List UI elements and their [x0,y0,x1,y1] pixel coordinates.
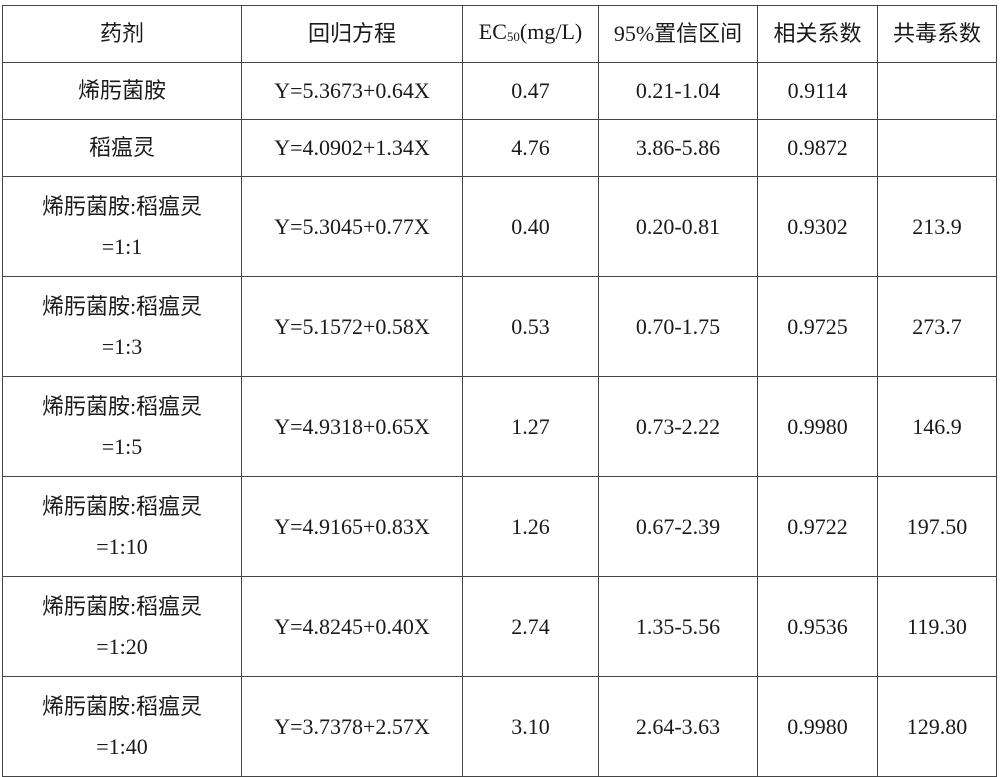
cell-ec50: 0.40 [463,177,599,277]
cell-equation: Y=4.9318+0.65X [242,377,463,477]
cell-r: 0.9536 [758,577,878,677]
agent-ratio: =1:3 [5,327,239,367]
cell-r: 0.9302 [758,177,878,277]
cell-ctc: 119.30 [878,577,997,677]
header-ctc: 共毒系数 [878,6,997,63]
cell-ec50: 2.74 [463,577,599,677]
cell-equation: Y=4.9165+0.83X [242,477,463,577]
cell-ctc [878,63,997,120]
cell-equation: Y=5.3045+0.77X [242,177,463,277]
table-row: 烯肟菌胺:稻瘟灵=1:20Y=4.8245+0.40X2.741.35-5.56… [3,577,997,677]
cell-equation: Y=5.3673+0.64X [242,63,463,120]
cell-agent: 烯肟菌胺 [3,63,242,120]
table-row: 稻瘟灵Y=4.0902+1.34X4.763.86-5.860.9872 [3,120,997,177]
header-equation: 回归方程 [242,6,463,63]
agent-name: 烯肟菌胺:稻瘟灵 [5,587,239,627]
agent-ratio: =1:5 [5,427,239,467]
cell-r: 0.9722 [758,477,878,577]
cell-agent: 烯肟菌胺:稻瘟灵=1:20 [3,577,242,677]
table-row: 烯肟菌胺:稻瘟灵=1:3Y=5.1572+0.58X0.530.70-1.750… [3,277,997,377]
cell-agent: 烯肟菌胺:稻瘟灵=1:40 [3,677,242,777]
cell-equation: Y=4.8245+0.40X [242,577,463,677]
header-ci: 95%置信区间 [599,6,758,63]
agent-name: 稻瘟灵 [5,128,239,168]
agent-name: 烯肟菌胺:稻瘟灵 [5,487,239,527]
agent-ratio: =1:40 [5,727,239,767]
cell-ctc: 213.9 [878,177,997,277]
cell-r: 0.9872 [758,120,878,177]
table-row: 烯肟菌胺:稻瘟灵=1:5Y=4.9318+0.65X1.270.73-2.220… [3,377,997,477]
ec50-subscript: 50 [507,29,520,44]
table-row: 烯肟菌胺Y=5.3673+0.64X0.470.21-1.040.9114 [3,63,997,120]
toxicity-table: 药剂 回归方程 EC50(mg/L) 95%置信区间 相关系数 共毒系数 烯肟菌… [2,5,997,777]
cell-ci: 0.21-1.04 [599,63,758,120]
agent-name: 烯肟菌胺:稻瘟灵 [5,187,239,227]
cell-r: 0.9980 [758,677,878,777]
header-row: 药剂 回归方程 EC50(mg/L) 95%置信区间 相关系数 共毒系数 [3,6,997,63]
cell-ec50: 1.27 [463,377,599,477]
cell-r: 0.9980 [758,377,878,477]
cell-r: 0.9725 [758,277,878,377]
cell-ci: 2.64-3.63 [599,677,758,777]
cell-agent: 烯肟菌胺:稻瘟灵=1:1 [3,177,242,277]
agent-name: 烯肟菌胺:稻瘟灵 [5,687,239,727]
cell-ctc: 197.50 [878,477,997,577]
cell-ci: 3.86-5.86 [599,120,758,177]
cell-ec50: 0.47 [463,63,599,120]
cell-agent: 烯肟菌胺:稻瘟灵=1:10 [3,477,242,577]
cell-ci: 0.70-1.75 [599,277,758,377]
table-row: 烯肟菌胺:稻瘟灵=1:40Y=3.7378+2.57X3.102.64-3.63… [3,677,997,777]
cell-agent: 稻瘟灵 [3,120,242,177]
header-r: 相关系数 [758,6,878,63]
cell-ci: 1.35-5.56 [599,577,758,677]
cell-equation: Y=4.0902+1.34X [242,120,463,177]
cell-ec50: 0.53 [463,277,599,377]
cell-ctc: 146.9 [878,377,997,477]
agent-name: 烯肟菌胺:稻瘟灵 [5,287,239,327]
cell-agent: 烯肟菌胺:稻瘟灵=1:3 [3,277,242,377]
header-agent: 药剂 [3,6,242,63]
cell-ci: 0.20-0.81 [599,177,758,277]
agent-ratio: =1:1 [5,227,239,267]
cell-equation: Y=5.1572+0.58X [242,277,463,377]
agent-ratio: =1:20 [5,627,239,667]
cell-ec50: 3.10 [463,677,599,777]
table-row: 烯肟菌胺:稻瘟灵=1:1Y=5.3045+0.77X0.400.20-0.810… [3,177,997,277]
cell-equation: Y=3.7378+2.57X [242,677,463,777]
agent-name: 烯肟菌胺 [5,71,239,111]
cell-agent: 烯肟菌胺:稻瘟灵=1:5 [3,377,242,477]
agent-ratio: =1:10 [5,527,239,567]
cell-ctc: 273.7 [878,277,997,377]
cell-ec50: 4.76 [463,120,599,177]
cell-ci: 0.73-2.22 [599,377,758,477]
cell-ctc [878,120,997,177]
cell-ci: 0.67-2.39 [599,477,758,577]
ec50-prefix: EC [479,19,507,44]
cell-ec50: 1.26 [463,477,599,577]
table-row: 烯肟菌胺:稻瘟灵=1:10Y=4.9165+0.83X1.260.67-2.39… [3,477,997,577]
agent-name: 烯肟菌胺:稻瘟灵 [5,387,239,427]
header-ec50: EC50(mg/L) [463,6,599,63]
cell-r: 0.9114 [758,63,878,120]
cell-ctc: 129.80 [878,677,997,777]
ec50-unit: (mg/L) [520,19,582,44]
